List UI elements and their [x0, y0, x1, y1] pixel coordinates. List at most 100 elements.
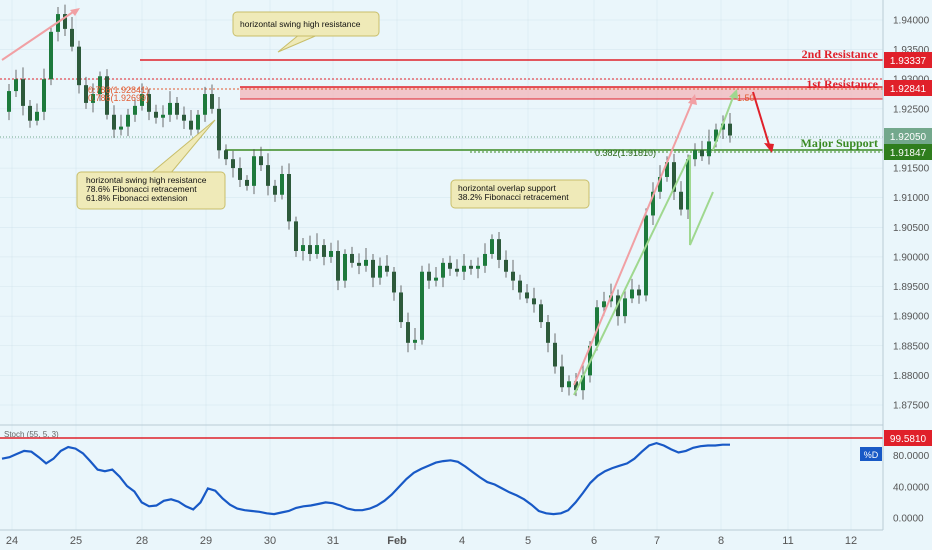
- candle-body: [364, 259, 368, 266]
- candle: [651, 182, 655, 225]
- candle: [28, 99, 32, 128]
- candle-body: [238, 168, 242, 180]
- time-tick-label: 5: [525, 535, 531, 547]
- first-resistance-badge-text: 1.92841: [890, 84, 927, 95]
- candle-body: [686, 159, 690, 210]
- candle-body: [161, 114, 165, 118]
- current-price-badge-bg: [884, 128, 932, 144]
- candle-body: [28, 105, 32, 121]
- candle-body: [434, 277, 438, 281]
- candle-body: [399, 292, 403, 323]
- candle-body: [511, 271, 515, 281]
- candle: [308, 235, 312, 262]
- first-resistance-label: 1st Resistance: [806, 77, 878, 91]
- green-arrow-1: [573, 154, 691, 396]
- candle-body: [693, 150, 697, 160]
- candle: [161, 105, 165, 128]
- candle-body: [126, 114, 130, 127]
- candle: [469, 259, 473, 275]
- candle: [343, 249, 347, 288]
- candle-body: [448, 262, 452, 269]
- candle-body: [98, 76, 102, 95]
- major-support-badge-bg: [884, 144, 932, 160]
- price-tick-label: 1.93500: [893, 45, 930, 56]
- candle: [441, 258, 445, 288]
- candle-body: [224, 150, 228, 160]
- candle: [329, 242, 333, 263]
- second-resistance-badge-bg: [884, 52, 932, 68]
- candle-body: [637, 289, 641, 296]
- candle: [630, 278, 634, 304]
- price-tick-label: 1.90500: [893, 223, 930, 234]
- candle-body: [518, 280, 522, 293]
- stoch-level-badge-bg: [884, 430, 932, 446]
- candle-body: [721, 123, 725, 130]
- current-price-badge-text: 1.92050: [890, 132, 927, 143]
- candle-body: [63, 14, 67, 29]
- annotation-left-box: [76, 171, 226, 210]
- candle: [350, 246, 354, 268]
- candle-body: [189, 120, 193, 130]
- candle-body: [175, 102, 179, 115]
- candle-body: [539, 304, 543, 323]
- annotation-top-box: [232, 11, 380, 37]
- candle-body: [203, 94, 207, 115]
- candle: [315, 233, 319, 259]
- candle: [168, 91, 172, 122]
- candle-body: [196, 114, 200, 130]
- candle-body: [7, 91, 11, 112]
- candle: [70, 17, 74, 52]
- candle: [483, 243, 487, 273]
- candle: [490, 234, 494, 259]
- candle: [7, 83, 11, 121]
- price-tick-label: 1.88500: [893, 341, 930, 352]
- candle-body: [287, 174, 291, 222]
- candle: [126, 108, 130, 137]
- candle: [539, 299, 543, 328]
- candle-body: [378, 265, 382, 278]
- candle-body: [112, 114, 116, 130]
- candle-body: [133, 105, 137, 115]
- candle: [217, 97, 221, 159]
- candle-body: [84, 85, 88, 103]
- candle-body: [280, 174, 284, 195]
- candle-body: [210, 94, 214, 109]
- price-tick-label: 1.91500: [893, 164, 930, 175]
- candle: [238, 157, 242, 188]
- first-resistance-badge: 1.92841: [884, 80, 932, 96]
- candle-body: [483, 253, 487, 266]
- green-arrow-3: [712, 91, 736, 151]
- candle: [511, 259, 515, 291]
- candle-body: [707, 141, 711, 157]
- candle-body: [308, 245, 312, 254]
- percent-d-badge-bg: [860, 447, 882, 461]
- candle-body: [504, 259, 508, 272]
- bull-arrow-left: [1, 9, 77, 61]
- candle: [392, 266, 396, 301]
- candle: [476, 257, 480, 279]
- candle-body: [70, 28, 74, 47]
- stoch-level-badge: 99.5810: [884, 430, 932, 446]
- candle: [567, 375, 571, 396]
- candle: [154, 104, 158, 124]
- candle: [210, 84, 214, 114]
- candle-body: [231, 159, 235, 169]
- candle-body: [427, 271, 431, 281]
- candle: [266, 153, 270, 196]
- candle-body: [266, 165, 270, 186]
- stoch-label: Stoch (55, 5, 3): [4, 430, 59, 439]
- time-tick-label: 29: [200, 535, 212, 547]
- candle-body: [147, 94, 151, 112]
- candle: [686, 154, 690, 220]
- candle: [84, 76, 88, 109]
- candle: [175, 97, 179, 120]
- candle: [658, 165, 662, 199]
- candle-body: [119, 126, 123, 130]
- candle: [273, 179, 277, 202]
- candle-body: [469, 265, 473, 269]
- candle-body: [392, 271, 396, 293]
- candle-body: [595, 307, 599, 346]
- time-tick-label: 6: [591, 535, 597, 547]
- candle: [91, 83, 95, 113]
- candle: [700, 140, 704, 161]
